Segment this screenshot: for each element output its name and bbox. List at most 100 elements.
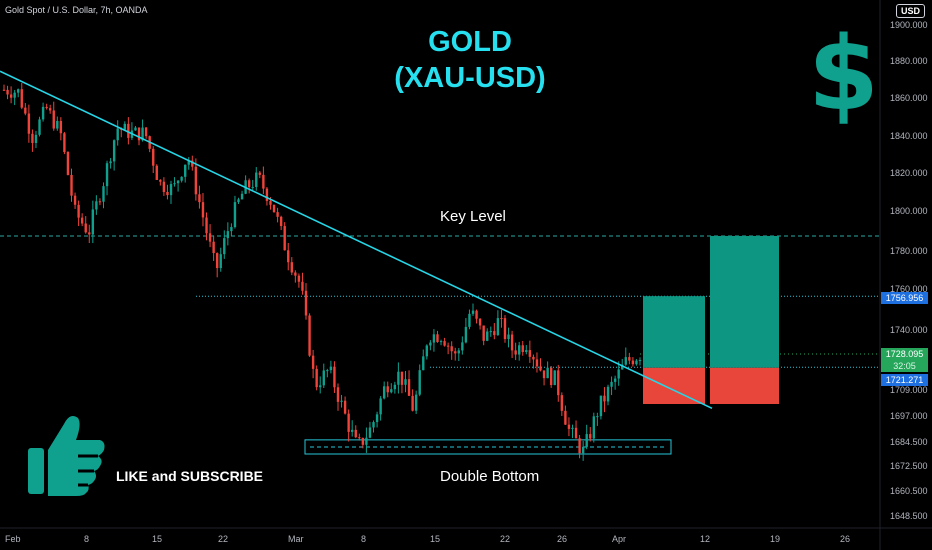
double-bottom-label: Double Bottom — [440, 468, 540, 485]
candle-body — [308, 315, 311, 356]
candle-body — [503, 318, 507, 340]
candle-body — [27, 113, 31, 134]
candle-body — [446, 345, 450, 347]
candle-body — [166, 191, 169, 196]
candle-body — [105, 163, 109, 187]
candle-body — [493, 331, 496, 336]
candle-body — [162, 181, 166, 192]
candle-body — [59, 120, 63, 134]
candle-body — [358, 437, 361, 439]
candle-body — [549, 367, 553, 386]
candle-body — [223, 238, 226, 255]
candle-body — [290, 262, 293, 273]
candle-body — [439, 341, 443, 343]
price-tick-label: 1780.000 — [890, 246, 928, 256]
candle-body — [38, 119, 41, 135]
candle-body — [400, 371, 404, 385]
candle-body — [500, 318, 503, 320]
candle-body — [351, 429, 354, 432]
price-tick-label: 1697.000 — [890, 411, 928, 421]
candle-body — [194, 166, 198, 195]
candle-body — [571, 427, 574, 429]
candle-body — [198, 194, 201, 203]
stop-box-2 — [710, 367, 779, 404]
candle-body — [514, 350, 517, 355]
candle-body — [496, 318, 500, 336]
candle-body — [176, 180, 180, 184]
candle-body — [528, 350, 532, 357]
candle-body — [343, 400, 347, 414]
price-tick-label: 1672.500 — [890, 461, 928, 471]
time-tick-label: 12 — [700, 534, 711, 544]
price-tick-label: 1900.000 — [890, 20, 928, 30]
candle-body — [294, 272, 297, 276]
candle-body — [557, 370, 560, 396]
candle-body — [599, 395, 603, 417]
candle-body — [592, 416, 596, 439]
candle-body — [191, 160, 194, 167]
candle-body — [88, 232, 91, 235]
candle-body — [251, 186, 254, 188]
candle-body — [41, 106, 45, 120]
dollar-icon: $ — [808, 15, 879, 134]
candle-body — [475, 310, 478, 319]
candle-body — [361, 438, 365, 445]
candle-body — [542, 370, 546, 379]
candle-body — [628, 357, 631, 361]
candle-body — [443, 341, 446, 346]
candle-body — [553, 370, 556, 386]
candle-body — [486, 331, 489, 341]
candle-body — [382, 386, 386, 399]
candle-body — [212, 241, 215, 254]
candle-body — [48, 108, 52, 111]
candle-body — [347, 413, 350, 432]
candle-body — [102, 186, 105, 202]
time-tick-label: 26 — [840, 534, 851, 544]
stop-box-1 — [643, 367, 705, 404]
level-badge: 1756.956 — [881, 292, 928, 304]
candle-body — [471, 310, 475, 314]
candle-body — [507, 334, 510, 340]
currency-badge[interactable]: USD — [896, 4, 926, 18]
candle-body — [510, 334, 514, 351]
candle-body — [638, 360, 642, 362]
candle-body — [109, 161, 112, 164]
candle-body — [304, 290, 308, 316]
candle-body — [237, 199, 240, 203]
time-tick-label: 8 — [84, 534, 90, 544]
candle-body — [45, 106, 48, 109]
candle-body — [31, 133, 34, 144]
candle-body — [201, 202, 205, 218]
candle-body — [596, 416, 599, 418]
candle-body — [279, 216, 283, 227]
candle-body — [112, 140, 116, 162]
candle-body — [56, 120, 59, 129]
candle-body — [123, 123, 127, 130]
candle-body — [621, 364, 624, 370]
candle-body — [52, 110, 55, 129]
candle-body — [624, 357, 627, 365]
candle-body — [319, 385, 322, 388]
candle-body — [635, 360, 638, 365]
candle-body — [333, 366, 336, 388]
candle-body — [34, 134, 38, 144]
time-tick-label: 22 — [500, 534, 511, 544]
candle-body — [429, 342, 432, 346]
time-tick-label: 15 — [152, 534, 163, 544]
time-tick-label: Apr — [612, 534, 627, 544]
candle-body — [326, 370, 329, 372]
candle-body — [152, 148, 155, 166]
candle-body — [521, 345, 524, 353]
key-level-label: Key Level — [440, 208, 506, 225]
candle-body — [404, 379, 407, 385]
price-tick-label: 1648.500 — [890, 511, 928, 521]
candle-body — [127, 123, 130, 138]
candle-body — [84, 223, 87, 233]
candle-body — [450, 346, 453, 352]
candle-body — [180, 176, 183, 181]
candle-body — [137, 127, 141, 141]
candle-body — [155, 165, 158, 180]
candle-body — [482, 325, 485, 341]
